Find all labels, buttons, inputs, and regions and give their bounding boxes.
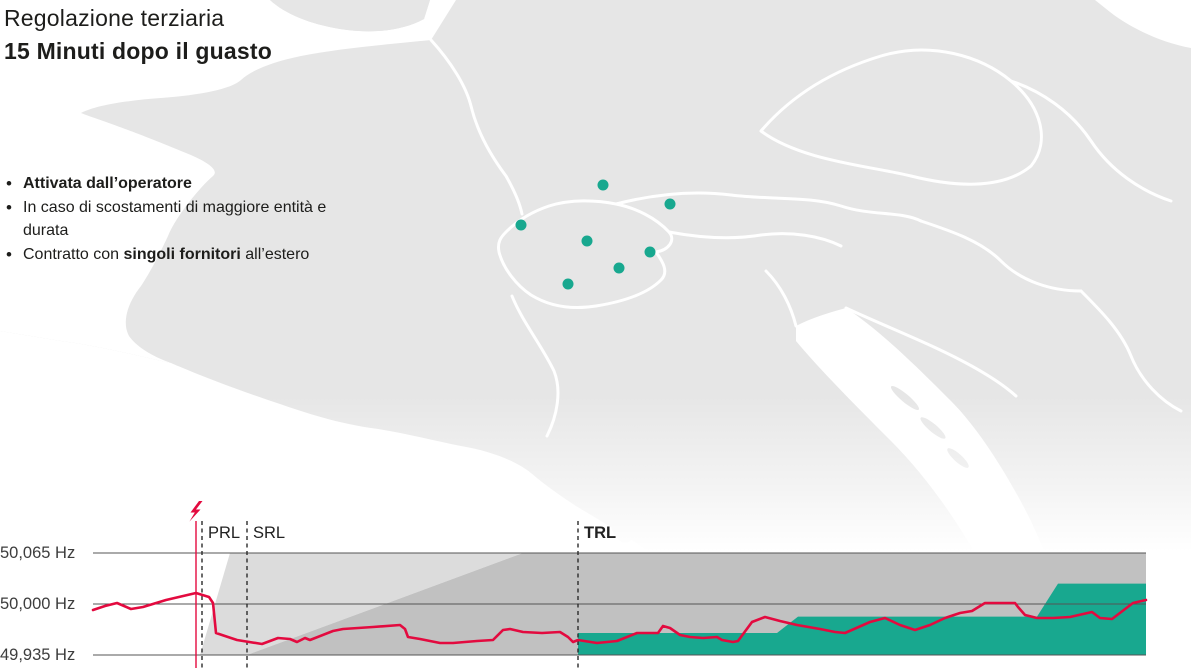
- page-title-line1: Regolazione terziaria: [4, 5, 225, 31]
- trl-label: TRL: [584, 524, 617, 542]
- srl-band-area: [247, 553, 1146, 655]
- trl-band-area: [578, 583, 1146, 655]
- frequency-line: [91, 591, 1148, 646]
- map-dots: [515, 179, 676, 290]
- bullet-item: Contratto con singoli fornitori all’este…: [4, 243, 356, 267]
- y-axis-label: 50,065 Hz: [0, 544, 76, 562]
- srl-label: SRL: [253, 524, 286, 542]
- bullet-list: Attivata dall’operatoreIn caso di scosta…: [4, 172, 356, 266]
- supplier-dot: [581, 235, 593, 247]
- country-borders: [429, 38, 1183, 438]
- prl-label: PRL: [208, 524, 241, 542]
- supplier-dot: [644, 246, 656, 258]
- sea-baltic: [1095, 0, 1191, 48]
- supplier-dot: [515, 219, 527, 231]
- supplier-dot: [562, 278, 574, 290]
- england-land: [270, 0, 430, 32]
- y-axis-label: 49,935 Hz: [0, 646, 76, 664]
- supplier-dot: [597, 179, 609, 191]
- bullet-item: In caso di scostamenti di maggiore entit…: [4, 196, 356, 243]
- supplier-dot: [664, 198, 676, 210]
- supplier-dot: [613, 262, 625, 274]
- switzerland-border: [497, 199, 674, 309]
- chart-header: Regolazione terziaria 15 Minuti dopo il …: [4, 2, 272, 68]
- bullet-item: Attivata dall’operatore: [4, 172, 356, 196]
- map-fade-gradient: [0, 395, 1191, 560]
- prl-band-area: [200, 553, 523, 655]
- sea-atlantic: [0, 0, 456, 363]
- page-title-line2: 15 Minuti dopo il guasto: [4, 38, 273, 64]
- y-axis-label: 50,000 Hz: [0, 595, 76, 613]
